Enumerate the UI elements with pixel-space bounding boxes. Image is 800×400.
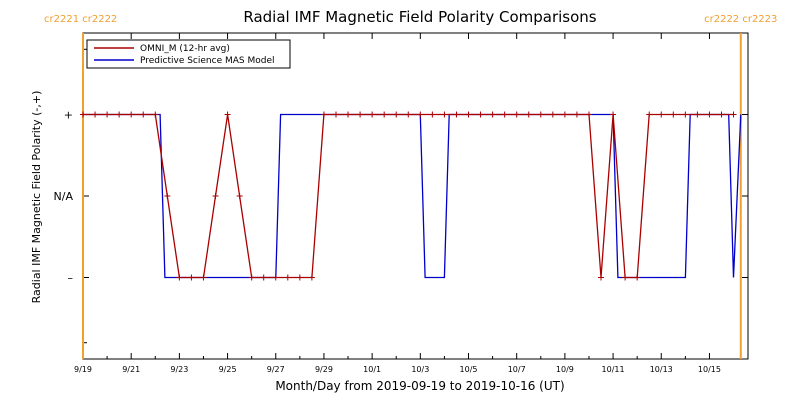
omni-point [453,111,460,118]
omni-point [670,111,677,118]
x-tick-label: 9/25 [219,365,237,374]
y-tick-label: – [68,272,74,285]
omni-point [248,274,255,281]
omni-point [658,111,665,118]
chart-title: Radial IMF Magnetic Field Polarity Compa… [243,8,596,26]
omni-point [164,193,171,199]
axis-ticks: 9/19 9/21 9/23 9/25 9/27 9/29 10/1 10/3 10/5 10/7… [54,33,748,374]
omni-point [104,111,111,118]
series-line-omni [83,113,734,279]
omni-point [320,111,327,118]
omni-point [381,111,388,118]
legend-box [86,39,291,69]
omni-point [706,111,713,118]
omni-point [429,111,436,118]
omni-point [549,111,556,118]
x-tick-label: 10/1 [363,365,381,374]
omni-point [537,111,544,118]
omni-point [646,111,653,118]
omni-point [489,111,496,118]
x-tick-label: 10/7 [508,365,526,374]
omni-point [260,274,267,281]
omni-point [694,111,701,118]
x-tick-label: 9/21 [122,365,140,374]
omni-point [598,274,605,281]
legend-entry-omni: OMNI_M (12-hr avg) [140,44,230,54]
omni-point [417,111,424,118]
omni-point [585,111,592,118]
x-tick-label: 10/5 [460,365,478,374]
omni-point [405,111,412,118]
legend: OMNI_M (12-hr avg) Predictive Science MA… [86,39,291,69]
omni-point [634,274,641,281]
carrington-markers: cr2221 cr2222 cr2222 cr2223 [44,14,777,359]
omni-point [152,111,159,118]
series-line-model [83,113,742,279]
x-tick-label: 10/3 [411,365,429,374]
omni-point [284,274,291,281]
x-tick-label: 9/27 [267,365,285,374]
series-layer [80,111,742,281]
omni-point [357,111,364,118]
omni-point [188,274,195,281]
omni-point [441,111,448,118]
omni-point [272,274,279,281]
omni-point [513,111,520,118]
omni-point [682,111,689,118]
omni-point [80,111,86,118]
omni-point [477,111,484,118]
carrington-label: cr2222 cr2223 [704,14,777,25]
omni-point [308,274,315,281]
omni-point [369,111,376,118]
omni-point [224,111,231,118]
omni-point [622,274,629,281]
omni-point [345,111,352,118]
x-tick-label: 10/9 [556,365,574,374]
omni-point [128,111,135,118]
omni-point [116,111,123,118]
omni-point [393,111,400,118]
carrington-label: cr2221 cr2222 [44,14,117,25]
omni-point [610,111,617,118]
x-axis-label: Month/Day from 2019-09-19 to 2019-10-16 … [275,379,564,393]
y-tick-label: + [64,109,73,122]
y-tick-label: N/A [54,190,74,203]
omni-point [573,111,580,118]
omni-point [561,111,568,118]
y-axis-label: Radial IMF Magnetic Field Polarity (-,+) [30,91,43,304]
x-tick-label: 10/11 [602,365,625,374]
omni-point [200,274,207,281]
omni-point [140,111,147,118]
omni-point [525,111,532,118]
omni-point [296,274,303,281]
omni-point [212,193,219,199]
x-tick-label: 10/15 [698,365,721,374]
omni-point [465,111,472,118]
x-tick-label: 9/19 [74,365,92,374]
x-tick-label: 10/13 [650,365,673,374]
x-tick-label: 9/29 [315,365,333,374]
omni-point [718,111,725,118]
x-tick-label: 9/23 [170,365,188,374]
omni-point [501,111,508,118]
omni-point [236,193,243,199]
legend-entry-model: Predictive Science MAS Model [140,56,275,66]
omni-point [176,274,183,281]
omni-point [332,111,339,118]
omni-point [730,111,737,118]
plot-frame [82,32,749,360]
omni-point [92,111,99,118]
